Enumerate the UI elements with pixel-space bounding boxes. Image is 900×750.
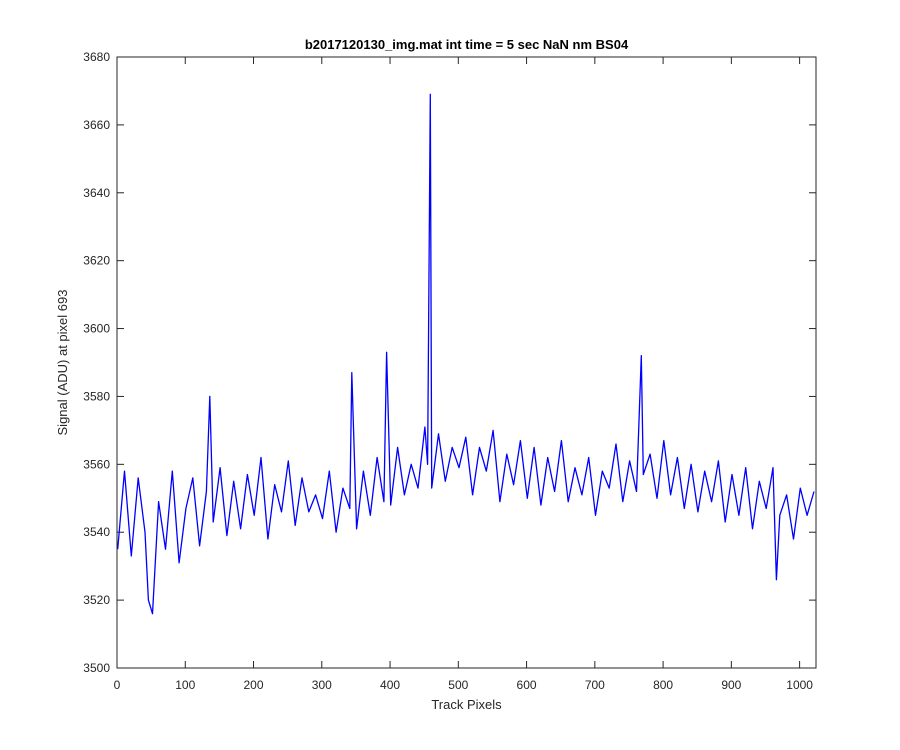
y-tick-label: 3600 (83, 322, 110, 336)
x-tick-label: 900 (721, 678, 741, 692)
y-tick-label: 3580 (83, 389, 110, 403)
series-line (117, 93, 815, 615)
y-tick-label: 3620 (83, 254, 110, 268)
y-tick-label: 3640 (83, 186, 110, 200)
x-axis-ticks: 0 100 200 300 400 500 600 700 800 900 1000 (114, 57, 813, 692)
y-axis-ticks: 3500 3520 3540 3560 3580 3600 3620 3640 3660 3680 (83, 50, 816, 675)
x-axis-label: Track Pixels (431, 697, 502, 712)
x-tick-label: 500 (448, 678, 468, 692)
y-tick-label: 3500 (83, 661, 110, 675)
data-series (117, 93, 815, 615)
x-tick-label: 1000 (786, 678, 813, 692)
plot-area (117, 57, 816, 668)
x-tick-label: 0 (114, 678, 121, 692)
y-tick-label: 3520 (83, 593, 110, 607)
chart-title: b2017120130_img.mat int time = 5 sec NaN… (305, 37, 629, 52)
x-tick-label: 700 (585, 678, 605, 692)
y-tick-label: 3660 (83, 118, 110, 132)
x-tick-label: 400 (380, 678, 400, 692)
x-tick-label: 800 (653, 678, 673, 692)
x-tick-label: 300 (312, 678, 332, 692)
x-tick-label: 600 (517, 678, 537, 692)
y-tick-label: 3540 (83, 525, 110, 539)
plot-frame (116, 56, 817, 669)
y-tick-label: 3560 (83, 457, 110, 471)
y-axis-label: Signal (ADU) at pixel 693 (55, 290, 70, 436)
y-tick-label: 3680 (83, 50, 110, 64)
x-tick-label: 200 (244, 678, 264, 692)
x-tick-label: 100 (175, 678, 195, 692)
